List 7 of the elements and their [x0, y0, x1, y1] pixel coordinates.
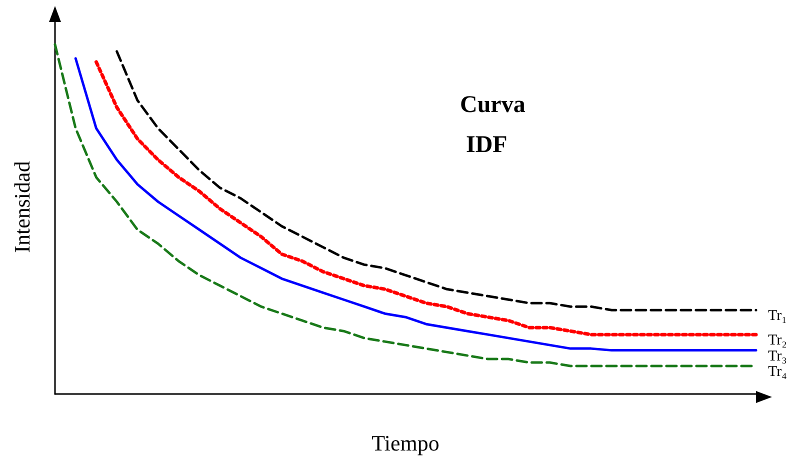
series-label: Tr₃ [768, 348, 787, 364]
series-label: Tr₂ [768, 332, 787, 349]
text: Curva IDF [460, 92, 526, 158]
series-label: Tr₁ [768, 308, 787, 324]
y-axis-title: Intensidad [10, 161, 34, 253]
x-axis-title: Tiempo [372, 430, 440, 456]
series-label: Tr₄ [768, 364, 787, 380]
